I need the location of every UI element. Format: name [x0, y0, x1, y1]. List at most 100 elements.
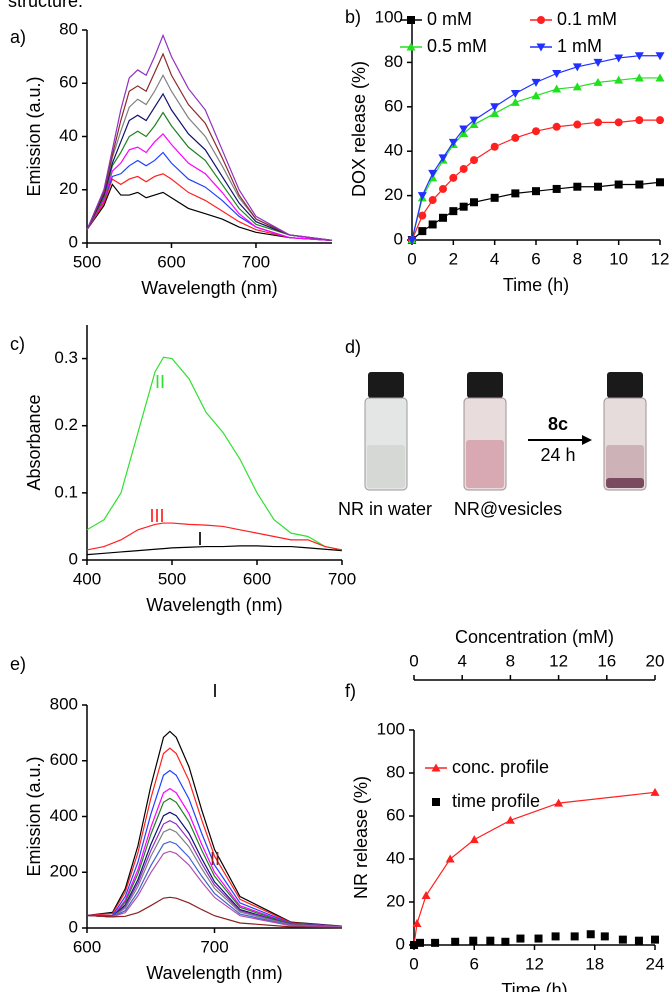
- marker: [501, 937, 510, 946]
- marker: [469, 116, 479, 125]
- marker: [438, 154, 448, 163]
- marker: [449, 173, 458, 182]
- chart-panel: f) 0 20 40 60 80 100 0 6 12 18 24 0 4 8 12 16 20 Concentra…: [345, 627, 664, 992]
- marker: [406, 42, 416, 51]
- marker: [572, 82, 582, 91]
- photo-panel: d) 8c 24 h NR in water NR@vesicles: [338, 337, 647, 519]
- y-tick-label: 80: [384, 52, 403, 71]
- x2-tick-label: 16: [597, 651, 616, 670]
- marker: [552, 84, 562, 93]
- x-tick-label: 0: [409, 954, 418, 973]
- x-tick-label: 500: [158, 569, 186, 588]
- x2-axis-label: Concentration (mM): [455, 627, 614, 647]
- x-tick-label: 18: [585, 954, 604, 973]
- marker: [432, 798, 440, 806]
- chart-panel: b) 0 20 40 60 80 100 0 2 4 6 8 10 12 Time (h) DOX relea…: [345, 7, 669, 295]
- marker: [490, 142, 499, 151]
- marker: [572, 63, 582, 72]
- marker: [511, 133, 520, 142]
- x-tick-label: 6: [470, 954, 479, 973]
- photo-label: NR in water: [338, 499, 432, 519]
- y-tick-label: 80: [59, 19, 78, 38]
- marker: [445, 854, 455, 863]
- marker: [554, 798, 564, 807]
- marker: [634, 936, 643, 945]
- marker: [552, 70, 562, 78]
- marker: [573, 120, 582, 129]
- marker: [417, 192, 427, 201]
- x-tick-label: 4: [490, 249, 499, 268]
- marker: [451, 937, 460, 946]
- series-line: [86, 52, 333, 241]
- marker: [532, 187, 540, 196]
- x-tick-label: 0: [407, 249, 416, 268]
- marker: [586, 930, 595, 939]
- vial: [463, 372, 507, 491]
- marker: [421, 891, 431, 900]
- series-line: [86, 111, 333, 241]
- x-tick-label: 10: [609, 249, 628, 268]
- series-line: [86, 797, 343, 928]
- y-tick-label: 60: [384, 96, 403, 115]
- marker: [537, 16, 545, 24]
- x-tick-label: 600: [157, 252, 185, 271]
- marker: [439, 213, 447, 222]
- arrow-label: 8c: [548, 414, 568, 434]
- annotation: III: [149, 506, 164, 526]
- x-axis-label: Time (h): [503, 275, 569, 295]
- marker: [431, 763, 441, 772]
- y-tick-label: 20: [384, 185, 403, 204]
- y-tick-label: 0: [69, 232, 78, 251]
- y-tick-label: 100: [377, 719, 405, 738]
- annotation: I: [212, 681, 217, 701]
- marker: [490, 193, 499, 202]
- vial: [603, 372, 647, 491]
- x-axis-label: Time (h): [501, 980, 567, 992]
- x-tick-label: 12: [525, 954, 544, 973]
- marker: [552, 122, 561, 131]
- caption-fragment: structure.: [8, 0, 83, 11]
- series-line: [411, 181, 661, 241]
- y-axis-label: NR release (%): [351, 776, 371, 899]
- y-tick-label: 40: [384, 141, 403, 160]
- y-tick-label: 600: [50, 750, 78, 769]
- y-tick-label: 40: [386, 848, 405, 867]
- marker: [614, 75, 624, 84]
- legend-label: 1 mM: [557, 36, 602, 56]
- legend-label: 0.1 mM: [557, 9, 617, 29]
- y-tick-label: 0: [396, 934, 405, 953]
- marker: [510, 97, 520, 106]
- marker: [551, 932, 560, 941]
- y-tick-label: 0: [394, 229, 403, 248]
- series-line: [86, 730, 343, 927]
- x-tick-label: 6: [531, 249, 540, 268]
- legend-label: 0 mM: [427, 9, 472, 29]
- y-axis-label: Absorbance: [24, 394, 44, 490]
- marker: [407, 236, 417, 245]
- series-line: [86, 747, 343, 927]
- marker: [428, 220, 437, 229]
- y-tick-label: 40: [59, 126, 78, 145]
- marker: [635, 116, 644, 125]
- x-tick-label: 2: [449, 249, 458, 268]
- x-axis-label: Wavelength (nm): [146, 595, 282, 615]
- x-tick-label: 600: [243, 569, 271, 588]
- arrow-head: [582, 435, 592, 445]
- series-line: [411, 77, 660, 241]
- marker: [594, 118, 602, 127]
- y-tick-label: 800: [50, 694, 78, 713]
- marker: [470, 156, 478, 165]
- series-line: [411, 119, 660, 241]
- x-tick-label: 700: [200, 937, 228, 956]
- series-line: [86, 73, 333, 241]
- photo-label: NR@vesicles: [454, 499, 562, 519]
- marker: [407, 16, 415, 24]
- panel-label: a): [10, 27, 26, 47]
- marker: [490, 103, 500, 112]
- chart-panel: c) 0 0.1 0.2 0.3 400 500 600 700 Wavelength (nm) A…: [10, 325, 356, 615]
- chart-panel: e) 0 200 400 600 800 600 700 Wavelength (nm) Emis…: [10, 654, 343, 983]
- series-line: [86, 151, 333, 241]
- series-line: [86, 132, 333, 241]
